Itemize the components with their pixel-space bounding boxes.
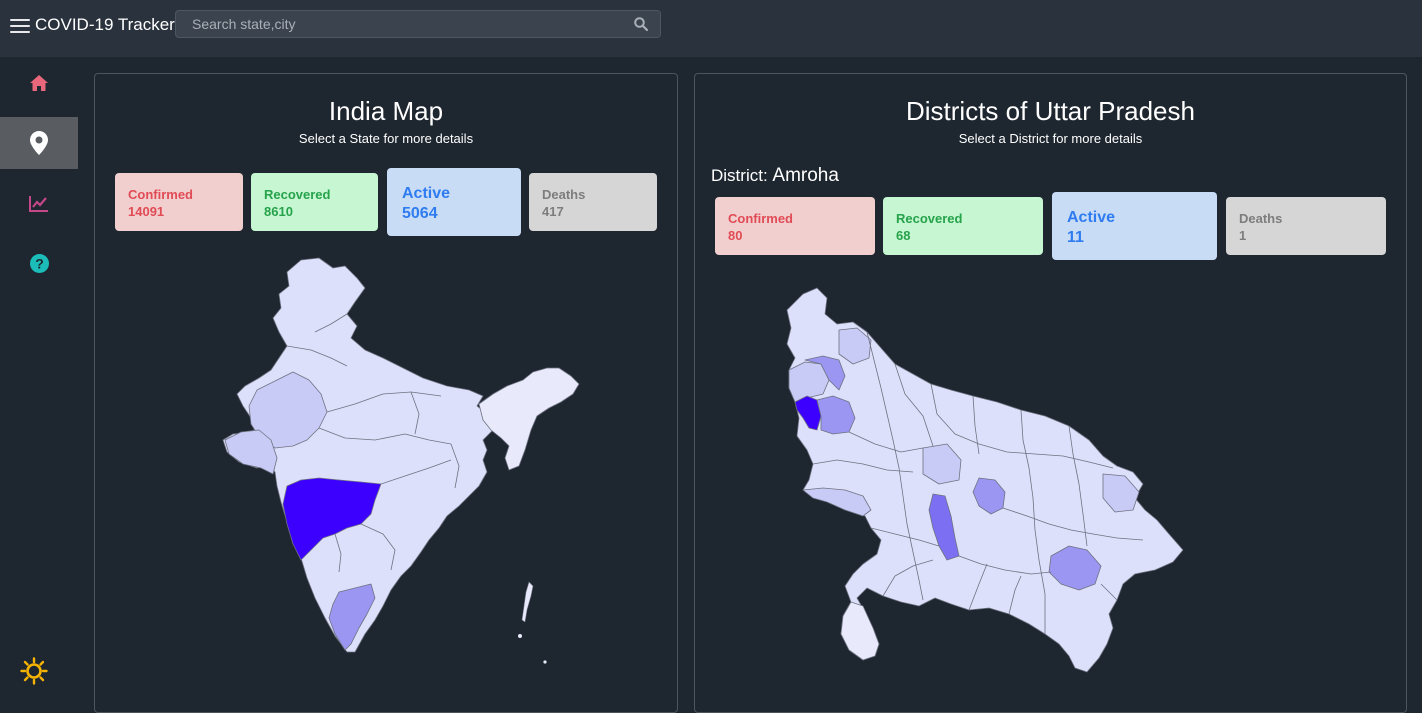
svg-text:?: ?: [35, 255, 44, 271]
recovered-card: Recovered 8610: [251, 173, 378, 231]
district-amroha[interactable]: [794, 395, 822, 431]
uttar-pradesh-map[interactable]: [783, 284, 1193, 684]
andaman-islands: [521, 581, 534, 623]
district-bijnor[interactable]: [804, 355, 846, 391]
panel-subtitle: Select a District for more details: [958, 131, 1143, 146]
recovered-card: Recovered 68: [883, 197, 1043, 255]
active-card: Active 5064: [387, 168, 521, 236]
confirmed-value: 80: [728, 228, 743, 243]
district-name: Amroha: [772, 165, 839, 186]
india-map[interactable]: [215, 254, 595, 664]
sidebar-item-help[interactable]: ?: [0, 237, 78, 289]
active-value: 5064: [402, 205, 438, 222]
northeast-region[interactable]: [478, 367, 580, 471]
home-icon: [30, 75, 48, 91]
district-kanpur[interactable]: [928, 493, 960, 561]
confirmed-card: Confirmed 80: [715, 197, 875, 255]
selected-district: District: Amroha: [711, 165, 839, 187]
chart-line-icon: [29, 195, 48, 212]
deaths-value: 1: [1239, 228, 1247, 243]
menu-icon[interactable]: [10, 19, 30, 33]
maharashtra-region[interactable]: [282, 477, 382, 561]
sidebar-item-home[interactable]: [0, 57, 78, 109]
district-varanasi[interactable]: [1048, 545, 1102, 591]
rajasthan-region[interactable]: [248, 371, 328, 449]
district-saharanpur[interactable]: [788, 361, 830, 403]
panel-subtitle: Select a State for more details: [298, 131, 474, 146]
confirmed-label: Confirmed: [728, 211, 793, 226]
deaths-label: Deaths: [542, 187, 586, 202]
search-icon[interactable]: [634, 17, 648, 31]
recovered-value: 68: [896, 228, 911, 243]
india-map-panel: India Map Select a State for more detail…: [94, 73, 678, 713]
panel-title: Districts of Uttar Pradesh: [906, 96, 1195, 126]
confirmed-value: 14091: [128, 204, 165, 219]
panel-title: India Map: [328, 96, 444, 126]
confirmed-label: Confirmed: [128, 187, 193, 202]
district-agra[interactable]: [802, 487, 872, 517]
search-input[interactable]: [176, 11, 632, 37]
recovered-label: Recovered: [264, 187, 331, 202]
district-sitapur[interactable]: [922, 443, 962, 485]
sidebar: ?: [0, 57, 78, 696]
help-icon: ?: [29, 253, 49, 273]
active-label: Active: [402, 185, 451, 202]
active-label: Active: [1067, 209, 1116, 226]
recovered-label: Recovered: [896, 211, 963, 226]
state-map-panel: Districts of Uttar Pradesh Select a Dist…: [694, 73, 1407, 713]
deaths-card: Deaths 417: [529, 173, 657, 231]
top-bar: COVID-19 Tracker: [0, 0, 1422, 57]
app-title: COVID-19 Tracker: [35, 15, 175, 34]
deaths-value: 417: [542, 204, 564, 219]
active-value: 11: [1067, 229, 1084, 246]
district-lucknow[interactable]: [972, 477, 1006, 515]
recovered-value: 8610: [264, 204, 293, 219]
deaths-label: Deaths: [1239, 211, 1283, 226]
district-moradabad[interactable]: [838, 327, 872, 365]
sidebar-item-map[interactable]: [0, 117, 78, 169]
district-gorakhpur[interactable]: [1102, 473, 1140, 513]
search-box[interactable]: [175, 10, 661, 38]
sidebar-item-trends[interactable]: [0, 177, 78, 229]
confirmed-card: Confirmed 14091: [115, 173, 243, 231]
deaths-card: Deaths 1: [1226, 197, 1386, 255]
map-pin-icon: [30, 131, 48, 155]
india-outline[interactable]: [222, 257, 498, 653]
active-card: Active 11: [1052, 192, 1217, 260]
district-jhansi[interactable]: [840, 601, 880, 661]
gujarat-region[interactable]: [224, 429, 278, 475]
district-label: District:: [711, 166, 768, 185]
sun-icon[interactable]: [20, 657, 48, 685]
tamil-nadu-region[interactable]: [328, 583, 376, 651]
